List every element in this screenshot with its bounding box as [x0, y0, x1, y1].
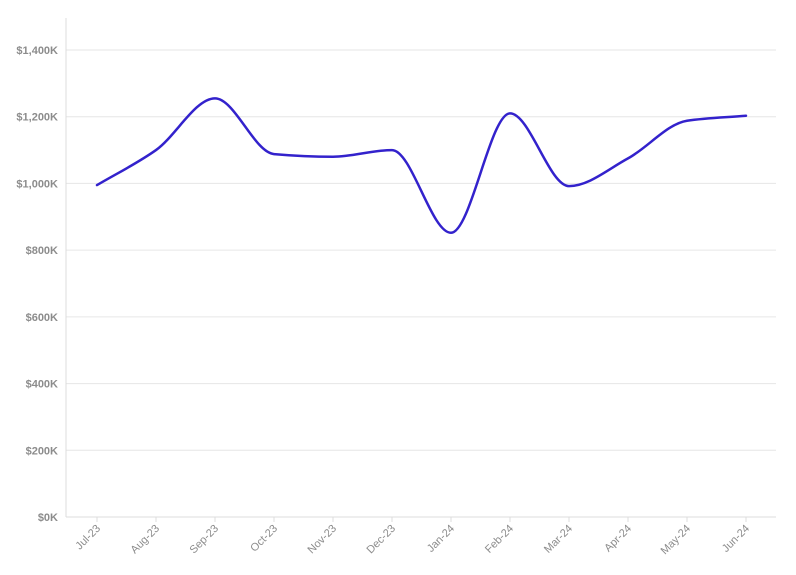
- x-tick-label: Aug-23: [129, 523, 163, 557]
- y-axis-ticks: $0K $200K $400K $600K $800K $1,000K $1,200K $1,…: [16, 45, 58, 524]
- y-tick-label: $800K: [26, 245, 58, 257]
- series-layer: [95, 97, 748, 235]
- x-axis-ticks: Jul-23 Aug-23 Sep-23 Oct-23 Nov-23 Dec-23 Jan-…: [73, 517, 752, 557]
- x-tick-label: Oct-23: [248, 523, 280, 555]
- x-tick-label: May-24: [659, 523, 693, 557]
- y-tick-label: $0K: [38, 512, 58, 524]
- x-tick-label: Jan-24: [425, 523, 457, 555]
- gridlines: [66, 49, 776, 451]
- y-tick-label: $1,400K: [16, 45, 58, 57]
- y-tick-label: $1,000K: [16, 178, 58, 190]
- y-tick-label: $600K: [26, 312, 58, 324]
- x-tick-label: Feb-24: [483, 523, 516, 556]
- x-tick-label: Sep-23: [188, 523, 222, 557]
- y-tick-label: $400K: [26, 379, 58, 391]
- series-line: [95, 97, 748, 235]
- x-tick-label: Apr-24: [602, 523, 634, 555]
- x-tick-label: Dec-23: [365, 523, 399, 557]
- y-tick-label: $200K: [26, 445, 58, 457]
- x-tick-label: Jul-23: [73, 523, 103, 553]
- x-tick-label: Jun-24: [720, 523, 752, 555]
- x-tick-label: Nov-23: [306, 523, 340, 557]
- x-tick-label: Mar-24: [542, 523, 575, 556]
- y-tick-label: $1,200K: [16, 112, 58, 124]
